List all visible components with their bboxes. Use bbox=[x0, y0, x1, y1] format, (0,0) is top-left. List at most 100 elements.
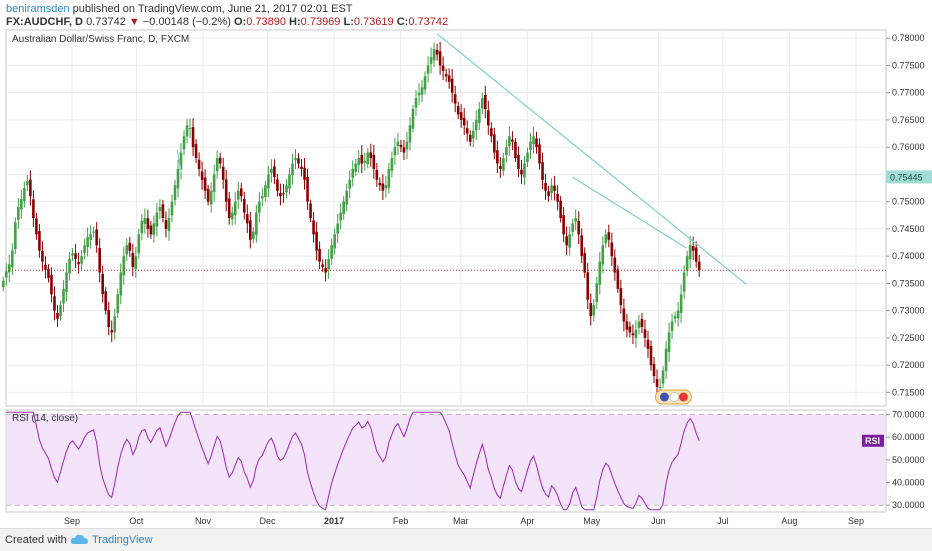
candle-body bbox=[616, 269, 620, 289]
candle-body bbox=[267, 174, 270, 189]
candle-body bbox=[487, 110, 490, 126]
candle-body bbox=[366, 152, 370, 165]
candle-body bbox=[468, 134, 472, 142]
candle-body bbox=[474, 119, 478, 131]
candle-body bbox=[496, 150, 499, 164]
candle-body bbox=[393, 147, 397, 156]
candle-body bbox=[164, 220, 168, 229]
candle-body bbox=[441, 65, 445, 71]
candle-body bbox=[276, 179, 279, 191]
candle-body bbox=[604, 234, 608, 244]
x-tick-label: Jun bbox=[651, 516, 666, 526]
candle-body bbox=[255, 212, 258, 235]
candle-body bbox=[38, 231, 41, 251]
candle-body bbox=[242, 198, 246, 213]
candle-body bbox=[122, 256, 126, 276]
candle-body bbox=[694, 247, 698, 262]
rsi-y-tick-label: 70.0000 bbox=[892, 410, 925, 420]
candle-body bbox=[480, 98, 484, 109]
candle-body bbox=[628, 326, 632, 333]
candle-body bbox=[125, 245, 129, 255]
y-tick-label: 0.74500 bbox=[892, 224, 925, 234]
candle-body bbox=[390, 158, 394, 171]
candle-body bbox=[294, 158, 297, 161]
candle-body bbox=[327, 258, 330, 270]
candle-body bbox=[95, 229, 98, 246]
y-tick-label: 0.78000 bbox=[892, 33, 925, 43]
candle-body bbox=[459, 112, 463, 120]
candle-body bbox=[417, 92, 421, 96]
candle-body bbox=[583, 252, 587, 273]
candle-body bbox=[236, 190, 240, 200]
candle-body bbox=[227, 198, 231, 218]
candle-body bbox=[203, 177, 207, 191]
published-text: published on TradingView.com, June 21, 2… bbox=[69, 3, 353, 15]
price-chart[interactable]: Sep Oct Nov Dec 2017 Feb Mar Apr May Jun Jul Aug Sep… bbox=[0, 0, 932, 528]
candle-body bbox=[306, 176, 309, 202]
candle-body bbox=[547, 191, 550, 197]
x-tick-label: Jul bbox=[717, 516, 729, 526]
candle-body bbox=[580, 235, 584, 257]
candle-body bbox=[622, 308, 626, 322]
candle-body bbox=[685, 256, 689, 271]
candle-body bbox=[194, 144, 198, 159]
candle-body bbox=[652, 363, 656, 377]
y-tick-label: 0.76500 bbox=[892, 115, 925, 125]
candle-body bbox=[209, 190, 213, 205]
x-tick-label: Apr bbox=[520, 516, 534, 526]
candle-body bbox=[167, 218, 171, 232]
candle-body bbox=[601, 245, 605, 265]
rsi-y-tick-label: 40.0000 bbox=[892, 478, 925, 488]
candle-body bbox=[128, 242, 132, 251]
candle-body bbox=[438, 51, 442, 66]
candle-body bbox=[679, 294, 683, 313]
price-panel bbox=[5, 29, 887, 407]
candle-body bbox=[399, 144, 403, 148]
candle-body bbox=[490, 128, 493, 137]
open-label: O: bbox=[233, 16, 247, 28]
candle-body bbox=[541, 162, 544, 180]
candle-body bbox=[435, 49, 439, 55]
candle-body bbox=[517, 154, 520, 169]
candle-body bbox=[369, 152, 373, 159]
candle-body bbox=[155, 212, 159, 227]
candle-body bbox=[363, 160, 367, 163]
candle-body bbox=[221, 166, 225, 180]
candle-body bbox=[670, 321, 674, 332]
tradingview-link[interactable]: TradingView bbox=[92, 534, 153, 546]
candle-body bbox=[330, 245, 333, 259]
candle-body bbox=[483, 94, 487, 110]
candle-body bbox=[577, 220, 580, 235]
candle-body bbox=[568, 234, 571, 248]
rsi-band-fill bbox=[7, 414, 885, 506]
candle-body bbox=[661, 370, 665, 384]
candle-body bbox=[532, 136, 535, 144]
candle-body bbox=[89, 234, 92, 240]
candle-body bbox=[7, 264, 11, 273]
candle-body bbox=[68, 258, 71, 274]
y-tick-label: 0.77500 bbox=[892, 60, 925, 70]
candle-body bbox=[44, 264, 47, 270]
candle-body bbox=[565, 236, 568, 246]
candle-body bbox=[673, 316, 677, 319]
candle-body bbox=[643, 329, 647, 338]
candles bbox=[1, 41, 701, 397]
tradingview-cloud-icon bbox=[70, 534, 88, 544]
candle-body bbox=[471, 130, 475, 139]
price-axis-badge bbox=[886, 170, 932, 184]
candle-body bbox=[291, 163, 294, 175]
trendline-stub bbox=[176, 149, 183, 175]
y-tick-label: 0.75000 bbox=[892, 197, 925, 207]
candle-body bbox=[92, 231, 95, 233]
author-link[interactable]: beniramsden bbox=[6, 3, 70, 15]
symbol-label: FX:AUDCHF, D bbox=[6, 16, 83, 28]
candle-body bbox=[239, 188, 243, 197]
candle-body bbox=[77, 262, 80, 265]
candle-body bbox=[161, 204, 165, 218]
candle-body bbox=[309, 203, 312, 218]
high-value: 0.73969 bbox=[300, 16, 341, 28]
candle-body bbox=[354, 163, 358, 172]
candle-body bbox=[218, 157, 222, 164]
rsi-badge bbox=[862, 434, 884, 447]
candle-body bbox=[200, 171, 204, 180]
